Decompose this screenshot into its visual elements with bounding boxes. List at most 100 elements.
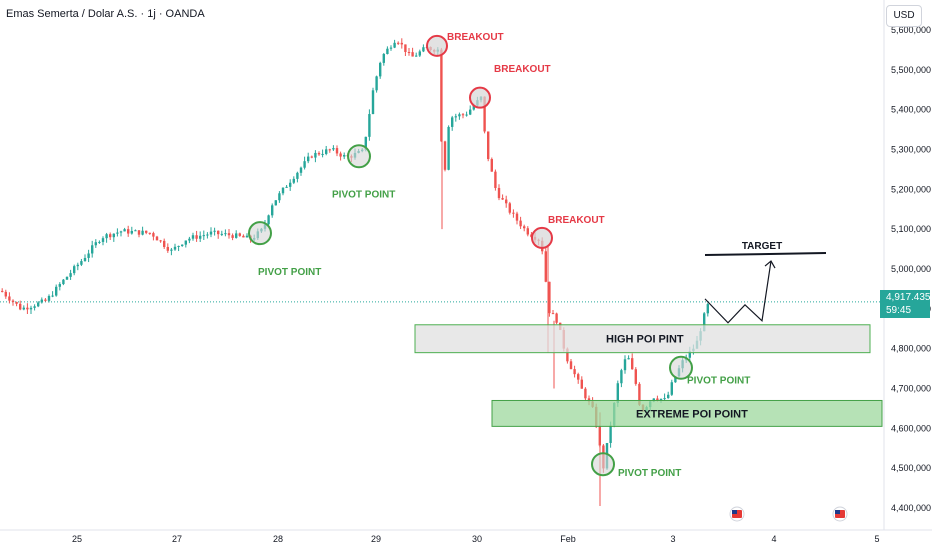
candle-body (47, 296, 51, 301)
candle-body (490, 159, 493, 172)
x-tick-label: 29 (371, 534, 381, 544)
x-tick-label: 5 (874, 534, 879, 544)
candle-body (173, 246, 177, 250)
y-tick-label: 5,600,000 (891, 25, 931, 35)
candle-body (616, 383, 619, 404)
candle-body (112, 233, 115, 238)
candle-body (127, 229, 130, 234)
candle-body (505, 199, 508, 204)
pivot-point-label: PIVOT POINT (687, 376, 750, 387)
poi-zone (491, 399, 883, 427)
candle-body (555, 313, 558, 323)
current-price-badge: 4,917.435 59:45 (880, 290, 931, 318)
candle-body (296, 172, 299, 179)
candle-body (141, 230, 144, 235)
candle-body (98, 241, 101, 243)
candle-body (483, 96, 486, 132)
candle-body (443, 141, 447, 170)
candle-body (91, 245, 94, 254)
candle-body (382, 54, 385, 63)
candle-body (634, 369, 637, 384)
candle-body (335, 148, 339, 154)
candle-body (191, 235, 195, 239)
candle-body (580, 379, 583, 389)
candle-body (577, 374, 580, 380)
candle-body (656, 398, 659, 401)
breakout-label: BREAKOUT (447, 32, 504, 43)
candle-body (94, 242, 97, 246)
candle-body (526, 228, 529, 235)
candle-body (188, 238, 191, 241)
candle-body (508, 203, 511, 213)
y-tick-label: 4,700,000 (891, 384, 931, 394)
candle-body (407, 51, 411, 53)
candle-body (202, 235, 205, 237)
x-tick-label: 27 (172, 534, 182, 544)
candle-body (523, 226, 526, 229)
candle-body (321, 153, 324, 155)
candle-body (235, 233, 238, 238)
x-tick-label: 4 (771, 534, 776, 544)
candle-body (166, 246, 169, 251)
candle-body (415, 55, 418, 57)
candle-body (116, 232, 119, 234)
candle-body (379, 62, 382, 77)
candle-body (245, 235, 249, 238)
candle-body (465, 114, 468, 116)
candle-body (418, 51, 421, 56)
candle-body (469, 109, 472, 115)
candle-body (638, 383, 641, 405)
candle-body (238, 233, 241, 236)
candle-body (659, 398, 663, 401)
candle-body (386, 48, 389, 55)
breakout-marker (469, 86, 491, 109)
candle-body (440, 49, 443, 142)
us-flag-event-icon (835, 510, 840, 514)
candle-body (19, 303, 22, 310)
candle-body (184, 240, 187, 245)
candle-body (231, 235, 234, 238)
pivot-point-label: PIVOT POINT (332, 189, 395, 200)
candle-body (397, 42, 400, 44)
candle-body (667, 394, 670, 399)
candle-body (447, 126, 450, 170)
x-tick-label: 30 (472, 534, 482, 544)
candle-body (375, 76, 378, 91)
candle-body (706, 304, 709, 314)
candle-body (69, 273, 72, 277)
candle-body (242, 235, 245, 238)
candle-body (303, 161, 306, 168)
candle-body (170, 249, 173, 251)
candle-body (688, 351, 691, 358)
candle-body (501, 198, 504, 200)
candle-body (181, 244, 184, 246)
candle-body (400, 42, 403, 45)
candle-body (224, 233, 227, 235)
candle-body (271, 205, 274, 216)
y-tick-label: 4,400,000 (891, 503, 931, 513)
current-price-value: 4,917.435 (886, 292, 931, 303)
candle-body (22, 307, 25, 310)
candle-body (281, 187, 285, 194)
x-tick-label: 28 (273, 534, 283, 544)
candle-body (137, 230, 141, 235)
candle-body (199, 235, 202, 239)
candle-body (519, 220, 522, 227)
candle-body (73, 266, 76, 274)
candle-body (317, 152, 321, 155)
candle-body (670, 382, 673, 395)
x-tick-label: 3 (670, 534, 675, 544)
candle-body (631, 358, 634, 370)
candle-body (87, 253, 90, 258)
candle-body (44, 299, 47, 301)
candle-body (314, 152, 317, 158)
candle-body (674, 376, 677, 383)
candle-body (393, 42, 396, 48)
candle-body (109, 234, 112, 238)
currency-button[interactable]: USD (886, 5, 922, 27)
candle-body (15, 301, 18, 304)
candle-body (206, 234, 209, 236)
candle-body (4, 291, 7, 297)
